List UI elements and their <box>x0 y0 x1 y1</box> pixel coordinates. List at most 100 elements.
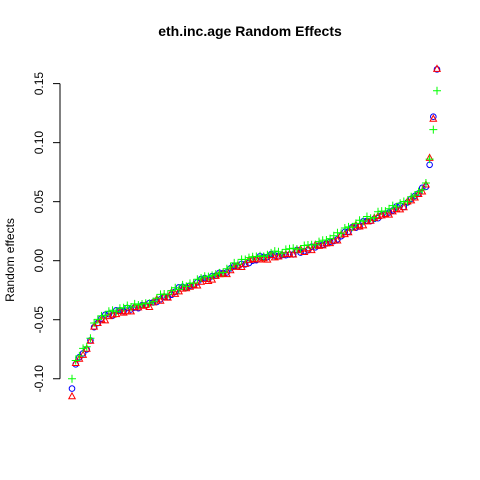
data-point-triangle <box>333 235 342 244</box>
data-point-plus <box>407 192 416 201</box>
data-point-triangle <box>145 302 154 310</box>
data-point-triangle <box>392 204 401 213</box>
data-point-triangle <box>303 243 313 252</box>
data-point-plus <box>112 307 121 316</box>
data-points <box>67 64 442 400</box>
data-point-triangle <box>189 280 198 288</box>
data-point-plus <box>233 260 242 269</box>
data-point-triangle <box>414 189 423 197</box>
data-point-plus <box>392 202 401 211</box>
data-point-triangle <box>86 336 95 344</box>
data-point-plus <box>296 244 305 253</box>
data-point-plus <box>174 285 183 294</box>
data-point-plus <box>82 342 91 351</box>
data-point-plus <box>145 299 154 308</box>
data-point-triangle <box>399 202 408 211</box>
y-tick-label: 0.15 <box>32 72 46 96</box>
data-point-circle <box>68 385 76 392</box>
data-point-plus <box>396 199 405 208</box>
data-point-plus <box>351 219 360 228</box>
data-point-triangle <box>259 253 268 262</box>
data-point-plus <box>163 290 172 299</box>
y-tick-label: -0.10 <box>32 365 46 393</box>
data-point-triangle <box>75 354 84 362</box>
data-point-triangle <box>274 252 283 260</box>
data-point-plus <box>90 318 99 327</box>
data-point-plus <box>414 187 423 196</box>
data-point-triangle <box>222 269 231 278</box>
data-point-plus <box>256 251 265 260</box>
data-point-plus <box>241 255 250 264</box>
data-point-triangle <box>248 254 257 262</box>
data-point-plus <box>93 315 102 324</box>
data-point-plus <box>388 201 397 210</box>
data-point-plus <box>75 351 84 360</box>
data-point-plus <box>259 252 268 261</box>
data-point-plus <box>374 207 383 216</box>
y-tick-label: 0.00 <box>32 249 46 273</box>
data-point-triangle <box>325 238 335 247</box>
data-point-plus <box>197 273 206 282</box>
data-point-plus <box>362 212 371 221</box>
data-point-plus <box>263 250 272 259</box>
chart-title: eth.inc.age Random Effects <box>158 23 342 39</box>
data-point-plus <box>230 258 239 267</box>
data-point-plus <box>289 244 298 253</box>
data-point-plus <box>178 280 187 289</box>
data-point-plus <box>425 155 434 164</box>
data-point-triangle <box>263 255 272 263</box>
data-point-plus <box>366 214 375 223</box>
data-point-plus <box>101 311 110 320</box>
data-point-plus <box>71 356 80 365</box>
data-point-triangle <box>421 180 431 188</box>
data-point-plus <box>267 248 276 257</box>
data-point-triangle <box>432 64 442 72</box>
data-point-plus <box>171 283 180 292</box>
data-point-plus <box>421 178 430 187</box>
data-point-plus <box>359 217 368 226</box>
data-point-plus <box>108 306 117 315</box>
data-point-plus <box>189 279 198 288</box>
data-point-plus <box>211 270 220 279</box>
data-point-triangle <box>396 204 405 213</box>
data-point-triangle <box>289 249 298 258</box>
data-point-triangle <box>307 245 316 254</box>
data-point-triangle <box>418 187 427 195</box>
y-axis-label: Random effects <box>3 218 17 302</box>
data-point-triangle <box>78 350 88 358</box>
data-point-plus <box>222 264 231 273</box>
data-point-plus <box>418 185 427 194</box>
data-point-triangle <box>359 220 368 229</box>
data-point-plus <box>193 275 202 284</box>
y-tick-label: -0.05 <box>32 306 46 334</box>
data-point-triangle <box>381 209 390 217</box>
data-point-plus <box>204 272 213 281</box>
data-point-plus <box>340 224 349 233</box>
data-point-plus <box>252 252 261 261</box>
data-point-plus <box>104 307 113 316</box>
data-point-plus <box>86 334 95 343</box>
data-point-plus <box>226 262 235 271</box>
data-point-triangle <box>429 114 438 122</box>
data-point-plus <box>410 191 419 200</box>
data-point-plus <box>278 249 287 258</box>
data-point-triangle <box>115 306 125 315</box>
data-point-plus <box>285 244 294 253</box>
data-point-triangle <box>318 240 327 249</box>
data-point-triangle <box>285 249 294 257</box>
data-point-triangle <box>193 281 202 289</box>
data-point-plus <box>134 300 143 309</box>
y-tick-label: 0.10 <box>32 131 46 155</box>
data-point-triangle <box>167 287 176 296</box>
data-point-plus <box>138 299 147 308</box>
data-point-plus <box>433 86 441 95</box>
data-point-triangle <box>126 306 136 315</box>
data-point-plus <box>337 229 346 238</box>
data-point-triangle <box>160 291 169 300</box>
data-point-plus <box>429 125 438 134</box>
data-point-plus <box>123 301 132 310</box>
data-point-plus <box>68 374 76 383</box>
data-point-plus <box>315 237 324 246</box>
y-axis: -0.10 -0.05 0.00 0.05 0.10 0.15 <box>32 72 61 393</box>
